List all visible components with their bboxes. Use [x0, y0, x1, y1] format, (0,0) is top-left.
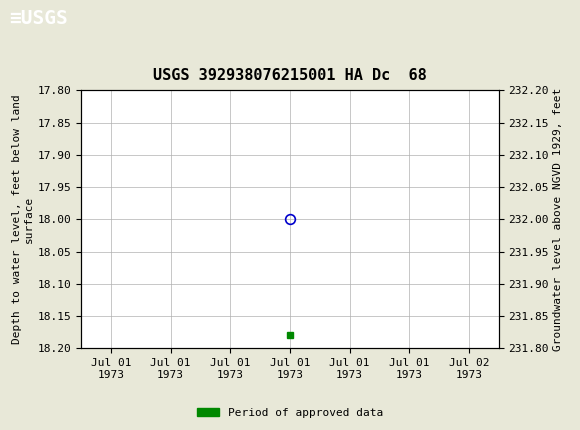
Text: ≡USGS: ≡USGS	[9, 9, 67, 28]
Y-axis label: Groundwater level above NGVD 1929, feet: Groundwater level above NGVD 1929, feet	[553, 88, 563, 351]
Text: USGS 392938076215001 HA Dc  68: USGS 392938076215001 HA Dc 68	[153, 68, 427, 83]
Y-axis label: Depth to water level, feet below land
surface: Depth to water level, feet below land su…	[12, 95, 34, 344]
Legend: Period of approved data: Period of approved data	[193, 403, 387, 422]
